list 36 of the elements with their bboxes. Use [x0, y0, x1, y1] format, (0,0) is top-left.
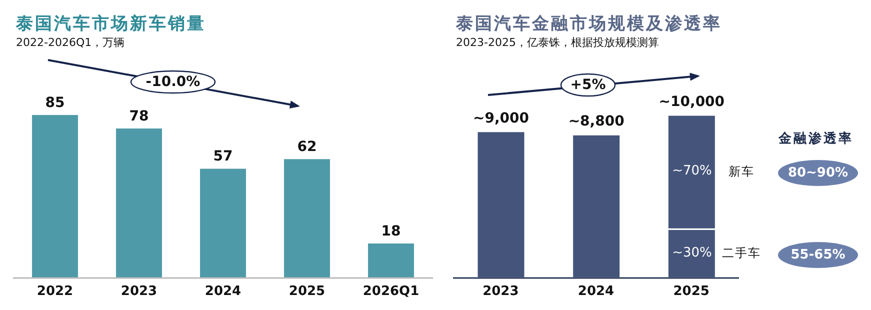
chart-title: 泰国汽车金融市场规模及渗透率 — [456, 13, 722, 35]
x-tick-label: 2025 — [288, 284, 326, 300]
total-label: ~10,000 — [658, 94, 725, 110]
annotation: ~30% — [672, 246, 712, 261]
data-label: 57 — [213, 148, 233, 165]
data-label: ~8,800 — [568, 114, 625, 130]
bar — [116, 128, 162, 278]
series-label: 新车 — [728, 164, 755, 178]
annotation: ~70% — [672, 164, 712, 179]
chart-subtitle: 2022-2026Q1，万辆 — [16, 35, 125, 50]
text: 80~90% — [788, 166, 848, 181]
data-label: ~9,000 — [472, 110, 530, 126]
x-tick-label: 2025 — [673, 284, 710, 300]
bar — [284, 159, 330, 278]
data-label: 78 — [129, 108, 149, 124]
text: -10.0% — [146, 74, 200, 90]
x-tick-label: 2023 — [120, 284, 158, 300]
bar — [32, 115, 78, 278]
x-tick-label: 2026Q1 — [362, 284, 420, 300]
x-tick-label: 2024 — [204, 284, 242, 300]
bar — [200, 168, 246, 278]
chart-title: 泰国汽车市场新车销量 — [16, 13, 206, 35]
text: +5% — [570, 76, 606, 93]
bar — [476, 130, 526, 279]
bar — [368, 243, 414, 278]
x-tick-label: 2024 — [578, 284, 614, 300]
chart-subtitle: 2023-2025，亿泰铢，根据投放规模测算 — [456, 35, 659, 50]
text: 55-65% — [790, 248, 846, 263]
bar — [572, 134, 622, 279]
x-tick-label: 2022 — [36, 284, 74, 300]
text: 金融渗透率 — [778, 130, 854, 147]
data-label: 85 — [45, 95, 65, 112]
data-label: 18 — [381, 223, 401, 240]
series-label: 二手车 — [722, 246, 762, 260]
x-tick-label: 2023 — [482, 284, 519, 300]
data-label: 62 — [297, 139, 317, 156]
